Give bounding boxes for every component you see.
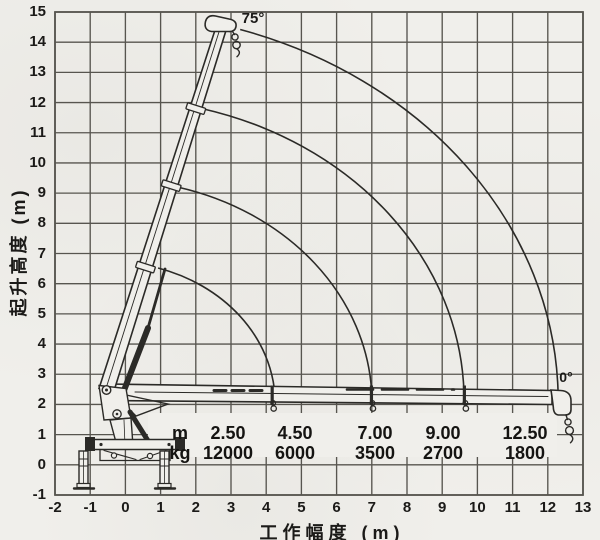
luffing-cylinder: [120, 325, 151, 396]
y-tick-label: 9: [37, 184, 46, 202]
y-tick-label: 8: [37, 214, 46, 232]
x-tick-label: 9: [438, 499, 447, 516]
table-row-label: kg: [169, 443, 191, 463]
boom-tip-arc: [157, 267, 276, 397]
boom-head-75deg: [204, 14, 237, 33]
y-tick-label: 15: [29, 3, 46, 20]
radius-value: 12.50: [502, 423, 548, 443]
y-tick-label: 0: [37, 455, 46, 473]
y-tick-label: 4: [37, 335, 46, 353]
truck-base: [85, 437, 185, 462]
boom-section-collar: [135, 260, 156, 274]
radius-value: 2.50: [210, 423, 246, 443]
radius-value: 4.50: [277, 423, 313, 443]
luffing-cylinder-rod: [146, 267, 167, 330]
table-background: [148, 413, 557, 457]
boom-section-marks: [270, 385, 470, 412]
hook-icon-75deg: [231, 30, 241, 58]
pedestal-cylinder: [127, 409, 153, 447]
shackle-icon: [462, 405, 470, 412]
x-tick-label: 4: [262, 499, 271, 516]
table-row-label: m: [171, 423, 188, 443]
capacity-value: 6000: [274, 443, 316, 463]
plot-frame: [54, 11, 584, 496]
boom-section-collar: [185, 102, 207, 115]
y-tick-label: 2: [37, 395, 46, 413]
boom-tip-arc: [177, 186, 373, 394]
shackle-icon: [270, 405, 278, 412]
x-tick-label: 11: [504, 499, 521, 516]
radius-value: 9.00: [425, 423, 461, 443]
x-tick-label: 13: [574, 499, 592, 516]
x-tick-label: 2: [191, 499, 200, 516]
x-tick-label: 3: [226, 499, 236, 516]
capacity-value: 1800: [504, 443, 546, 463]
y-tick-label: 1: [37, 425, 46, 443]
x-tick-label: 8: [402, 499, 412, 516]
x-tick-label: -2: [48, 499, 62, 516]
boom-tip-arcs: [157, 28, 559, 397]
crane-drawing: [72, 14, 575, 490]
x-tick-label: 6: [332, 499, 341, 516]
y-axis-title: 起升高度 (m): [9, 187, 29, 317]
outrigger-left: [72, 450, 96, 490]
y-tick-label: 5: [37, 304, 46, 322]
y-tick-label: 10: [29, 153, 46, 171]
boom-tip-arc: [239, 28, 559, 390]
y-tick-label: 3: [37, 365, 46, 383]
y-tick-label: 7: [37, 244, 46, 262]
boom-75deg: [97, 14, 241, 396]
x-tick-label: 7: [367, 499, 376, 516]
y-tick-label: 14: [29, 33, 46, 51]
shackle-icon: [369, 405, 377, 412]
boom-angle-max-label: 75°: [241, 10, 265, 27]
x-tick-label: 1: [156, 499, 165, 516]
boom-section-collar: [160, 179, 182, 192]
x-tick-label: 0: [121, 499, 130, 516]
outrigger-right: [153, 450, 177, 490]
capacity-value: 3500: [354, 443, 396, 463]
y-tick-label: 12: [29, 93, 46, 111]
y-tick-label: 6: [37, 274, 46, 292]
boom-angle-min-label: 0°: [559, 369, 573, 385]
radius-value: 7.00: [357, 423, 393, 443]
y-tick-label: 11: [30, 123, 46, 141]
boom-tip-arc: [201, 107, 465, 394]
y-tick-label: -1: [32, 486, 46, 503]
capacity-value: 2700: [422, 443, 464, 463]
capacity-value: 12000: [202, 443, 254, 463]
x-tick-label: 12: [539, 499, 557, 516]
x-tick-label: 5: [297, 499, 306, 516]
x-tick-label: -1: [83, 499, 97, 516]
y-tick-label: 13: [29, 63, 46, 81]
hook-icon-0deg: [564, 414, 575, 444]
x-axis-title: 工作幅度 (m): [259, 523, 405, 540]
boom-head-0deg: [550, 389, 572, 416]
x-tick-label: 10: [469, 499, 486, 516]
boom-0deg: [107, 383, 575, 444]
